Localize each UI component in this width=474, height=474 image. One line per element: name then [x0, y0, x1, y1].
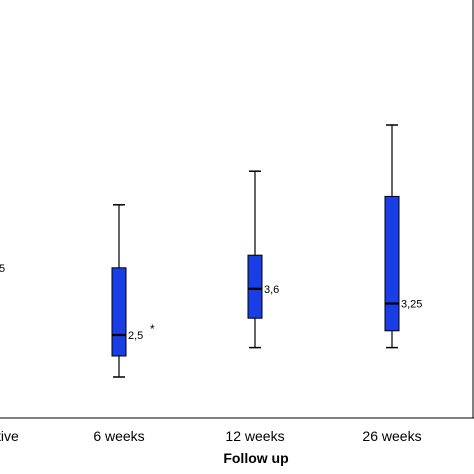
- box-iqr: [247, 254, 263, 319]
- median-label: 2,5: [128, 330, 143, 342]
- box-6-weeks: 2,5 *: [111, 204, 155, 378]
- median-label: 3,6: [264, 284, 279, 296]
- x-tick-label-preoperative: tive: [0, 428, 19, 444]
- median-label: 3,25: [401, 299, 422, 311]
- box-iqr: [111, 267, 127, 357]
- x-tick-label-26-weeks: 26 weeks: [362, 428, 421, 444]
- box-26-weeks: 3,25: [384, 124, 422, 349]
- first-median-label: 5: [0, 263, 5, 275]
- box-iqr: [384, 195, 400, 332]
- x-tick-label-6-weeks: 6 weeks: [93, 428, 144, 444]
- box-12-weeks: 3,6: [247, 170, 279, 349]
- x-axis-label: Follow up: [223, 450, 288, 466]
- outlier-marker: *: [150, 322, 155, 336]
- x-tick-label-12-weeks: 12 weeks: [225, 428, 284, 444]
- boxes-layer: 2,5 * 3,6 3,25: [111, 124, 422, 378]
